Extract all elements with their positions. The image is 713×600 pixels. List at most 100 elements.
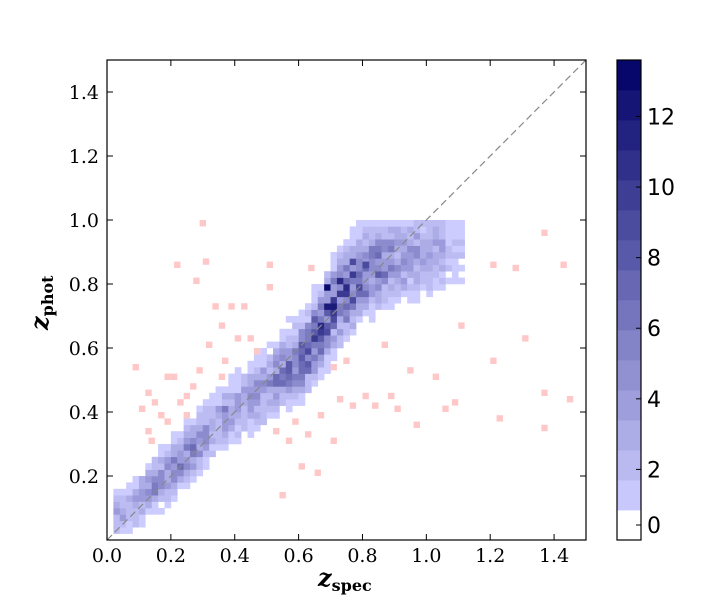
heatmap-bin — [177, 476, 184, 483]
heatmap-bin — [343, 296, 350, 304]
outlier-bin — [247, 335, 254, 342]
heatmap-bin — [349, 226, 357, 234]
heatmap-bin — [273, 412, 280, 419]
heatmap-bin — [228, 424, 236, 432]
heatmap-bin — [119, 495, 127, 502]
heatmap-bin — [202, 405, 210, 413]
heatmap-bin — [336, 264, 344, 272]
colorbar-frame — [616, 59, 642, 541]
y-tick-label: 0.8 — [69, 274, 99, 296]
heatmap-bin — [394, 258, 402, 266]
colorbar-tick-label: 10 — [647, 176, 675, 201]
heatmap-bin — [426, 258, 434, 266]
heatmap-bin — [407, 245, 414, 253]
outlier-bin — [560, 261, 567, 268]
heatmap-bin — [202, 444, 210, 451]
heatmap-bin — [215, 418, 223, 426]
heatmap-bin — [368, 303, 376, 310]
heatmap-bin — [202, 431, 210, 438]
heatmap-bin — [400, 252, 408, 259]
heatmap-bin — [439, 245, 446, 253]
heatmap-bin — [253, 424, 261, 432]
heatmap-bin — [458, 239, 465, 246]
heatmap-bin — [266, 399, 274, 406]
heatmap-bin — [209, 412, 216, 419]
heatmap-bin — [356, 245, 363, 253]
heatmap-bin — [292, 386, 299, 394]
outlier-bin — [292, 418, 299, 425]
heatmap-bin — [368, 316, 376, 323]
heatmap-bin — [177, 431, 184, 438]
heatmap-bin — [432, 232, 440, 240]
colorbar-level — [617, 450, 641, 481]
heatmap-bin — [260, 392, 267, 400]
heatmap-bin — [298, 322, 306, 330]
outlier-bin — [330, 364, 337, 371]
heatmap-bin — [190, 424, 197, 432]
colorbar-level — [617, 150, 641, 181]
heatmap-bin — [151, 463, 159, 470]
heatmap-bin — [253, 380, 261, 387]
heatmap-bin — [266, 412, 274, 419]
heatmap-bin — [241, 418, 248, 426]
outlier-bin — [148, 437, 155, 444]
colorbar-level — [617, 180, 641, 211]
heatmap-bin — [285, 341, 293, 349]
outlier-bin — [151, 399, 159, 406]
colorbar-level — [617, 90, 641, 121]
heatmap-bin — [381, 232, 389, 240]
heatmap-bin — [158, 508, 165, 515]
heatmap-bin — [228, 380, 236, 387]
heatmap-bin — [132, 482, 140, 490]
outlier-bin — [413, 421, 420, 428]
heatmap-bin — [304, 360, 312, 368]
heatmap-bin — [190, 431, 197, 438]
heatmap-bin — [260, 386, 267, 394]
outlier-bin — [199, 220, 206, 227]
heatmap-bin — [349, 309, 357, 317]
outlier-bin — [381, 341, 389, 348]
heatmap-bin — [362, 303, 370, 310]
outlier-bin — [394, 405, 401, 412]
heatmap-bin — [202, 424, 210, 432]
heatmap-bin — [375, 303, 382, 310]
heatmap-bin — [158, 488, 165, 496]
heatmap-bin — [164, 476, 172, 483]
y-axis-label: zphot — [25, 275, 57, 331]
colorbar-level — [617, 480, 641, 511]
heatmap-bin — [279, 354, 287, 362]
heatmap-bin — [298, 399, 306, 406]
outlier-bin — [298, 463, 305, 470]
heatmap-bin — [247, 380, 255, 387]
heatmap-bin — [432, 264, 440, 272]
heatmap-bin — [311, 296, 319, 304]
heatmap-bin — [241, 412, 248, 419]
heatmap-bin — [317, 373, 325, 381]
heatmap-bin — [202, 450, 210, 458]
colorbar-level — [617, 120, 641, 151]
heatmap-bin — [209, 424, 216, 432]
heatmap-bin — [381, 245, 389, 253]
heatmap-bin — [247, 412, 255, 419]
heatmap-bin — [330, 277, 338, 285]
heatmap-bin — [439, 277, 446, 285]
heatmap-bin — [349, 264, 357, 272]
heatmap-bin — [375, 252, 382, 259]
heatmap-bin — [400, 232, 408, 240]
heatmap-bin — [413, 239, 421, 246]
heatmap-bin — [451, 264, 459, 272]
heatmap-bin — [375, 296, 382, 304]
heatmap-bin — [458, 232, 465, 240]
heatmap-bin — [164, 501, 172, 509]
heatmap-bin — [375, 277, 382, 285]
heatmap-bin — [183, 450, 191, 458]
heatmap-bin — [260, 348, 267, 355]
heatmap-bin — [285, 405, 293, 413]
heatmap-bin — [292, 354, 299, 362]
heatmap-bin — [432, 271, 440, 278]
heatmap-bin — [349, 232, 357, 240]
outlier-bin — [362, 392, 369, 400]
heatmap-bin — [407, 226, 414, 234]
heatmap-bin — [304, 380, 312, 387]
heatmap-bin — [221, 424, 229, 432]
